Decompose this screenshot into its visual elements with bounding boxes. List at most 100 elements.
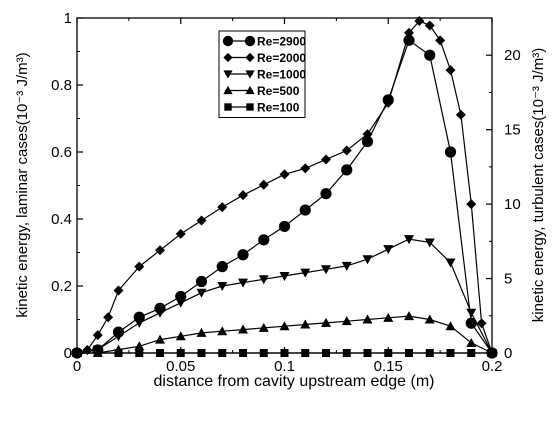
data-point <box>280 349 289 357</box>
data-point <box>445 65 456 76</box>
data-point <box>466 337 477 347</box>
data-point <box>362 314 373 324</box>
data-point <box>113 285 124 296</box>
y-left-tick-label: 0.2 <box>51 278 72 295</box>
data-point <box>300 319 311 329</box>
data-point <box>321 317 331 327</box>
data-point <box>197 349 206 357</box>
data-point <box>258 234 270 246</box>
series-line-re-1000 <box>76 238 493 354</box>
data-point <box>155 245 165 256</box>
data-point <box>341 316 352 326</box>
y-right-tick-label: 20 <box>504 47 521 64</box>
data-point <box>217 326 228 336</box>
data-point <box>238 190 248 201</box>
legend-label: Re=2000 <box>257 51 306 65</box>
legend-marker <box>223 70 233 79</box>
data-point <box>455 109 466 120</box>
data-point <box>196 215 207 226</box>
data-point <box>320 188 332 200</box>
data-point <box>238 324 248 334</box>
data-point <box>237 249 249 261</box>
data-point <box>466 199 477 210</box>
data-point <box>134 261 145 272</box>
legend-box <box>218 30 306 118</box>
y-left-tick-label: 0.6 <box>51 144 72 161</box>
data-point <box>404 311 414 321</box>
legend-marker <box>246 103 254 111</box>
data-point <box>341 145 352 156</box>
y-right-tick-label: 0 <box>504 345 512 362</box>
data-point <box>361 135 374 148</box>
y-right-tick-label: 5 <box>504 271 512 288</box>
data-point <box>425 349 434 357</box>
data-point <box>404 235 414 245</box>
data-point <box>363 349 372 357</box>
y-axis-label-left: kinetic energy, laminar cases(10⁻³ J/m³) <box>14 52 31 317</box>
data-point <box>134 341 145 351</box>
data-point <box>405 349 413 357</box>
data-point <box>383 312 394 322</box>
data-point <box>322 349 330 357</box>
data-point <box>341 164 353 176</box>
data-point <box>73 349 81 357</box>
x-axis-label: distance from cavity upstream edge (m) <box>154 373 435 390</box>
data-point <box>383 97 394 108</box>
data-point <box>155 308 165 318</box>
data-point <box>114 349 123 357</box>
data-point <box>176 349 185 357</box>
y-axis-label-right: kinetic energy, turbulent cases(10⁻³ J/m… <box>530 48 547 322</box>
legend-label: Re=500 <box>257 84 300 98</box>
legend-label: Re=1000 <box>257 68 306 82</box>
data-point <box>258 322 269 332</box>
data-point <box>217 282 228 291</box>
data-point <box>476 318 487 329</box>
x-tick-label: 0.15 <box>374 358 403 375</box>
data-point <box>424 314 435 324</box>
data-point <box>238 278 248 288</box>
data-point <box>216 261 228 273</box>
legend: Re=2900 Re=2000 Re=1000 Re=500 Re=100 <box>218 30 306 118</box>
legend-marker <box>224 103 232 111</box>
data-point <box>103 312 114 323</box>
data-point <box>467 349 476 357</box>
x-tick-label: 0.2 <box>482 358 503 375</box>
y-left-tick-label: 1 <box>64 10 72 27</box>
legend-marker <box>245 70 255 79</box>
data-point <box>175 228 186 239</box>
data-point <box>278 220 291 233</box>
data-point <box>301 349 310 357</box>
data-point <box>135 349 144 357</box>
data-point <box>279 321 290 331</box>
data-point <box>342 349 351 357</box>
y-right-tick-label: 10 <box>504 196 521 213</box>
data-point <box>299 204 311 216</box>
data-point <box>196 288 207 298</box>
legend-marker <box>244 35 256 47</box>
legend-marker <box>245 52 255 63</box>
y-left-tick-label: 0.8 <box>51 77 72 94</box>
data-point <box>466 308 477 318</box>
x-tick-label: 0 <box>73 358 81 375</box>
data-point <box>445 321 456 331</box>
data-point <box>414 15 425 26</box>
data-point <box>445 258 456 268</box>
x-tick-label: 0.1 <box>274 358 295 375</box>
data-point <box>300 268 311 278</box>
data-point <box>175 298 186 308</box>
data-point <box>300 163 311 174</box>
data-point <box>113 332 124 342</box>
data-point <box>155 334 165 344</box>
data-point <box>175 331 186 341</box>
data-point <box>134 318 145 328</box>
series-layer <box>71 15 498 359</box>
data-point <box>362 129 373 140</box>
legend-marker <box>223 85 233 95</box>
data-point <box>488 349 496 357</box>
data-point <box>279 169 290 180</box>
y-left-tick-label: 0 <box>64 345 72 362</box>
data-point <box>156 349 164 357</box>
